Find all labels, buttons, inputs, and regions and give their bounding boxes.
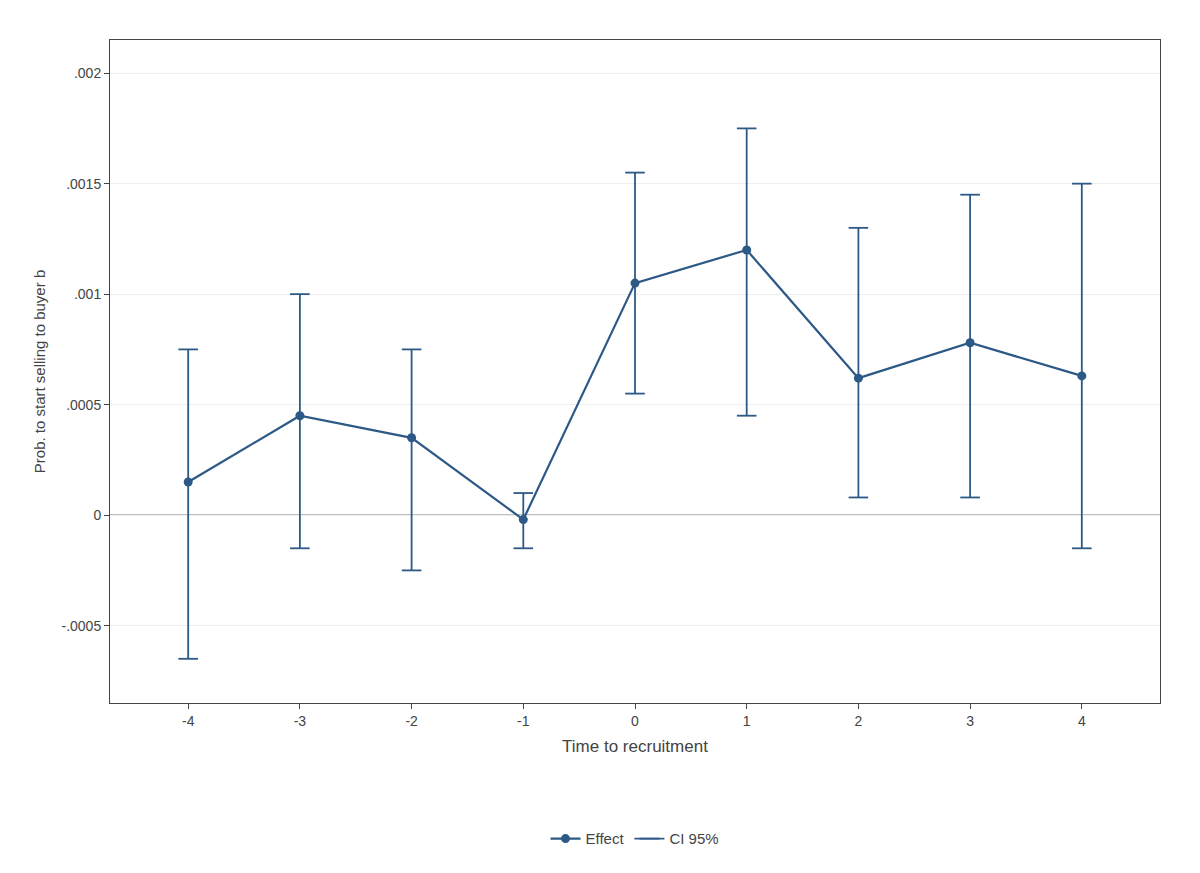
svg-text:0: 0 [631,713,639,729]
svg-text:.001: .001 [74,286,101,302]
svg-text:Prob. to start selling to buye: Prob. to start selling to buyer b [31,270,48,473]
svg-text:1: 1 [743,713,751,729]
svg-text:.0015: .0015 [66,176,101,192]
svg-text:.0005: .0005 [66,397,101,413]
svg-text:-2: -2 [405,713,418,729]
svg-text:CI 95%: CI 95% [669,830,718,847]
svg-text:-4: -4 [182,713,195,729]
svg-text:Time to recruitment: Time to recruitment [562,737,708,756]
svg-text:-1: -1 [517,713,530,729]
svg-text:3: 3 [966,713,974,729]
svg-text:4: 4 [1078,713,1086,729]
svg-text:-.0005: -.0005 [61,618,101,634]
svg-text:-3: -3 [294,713,307,729]
svg-text:.002: .002 [74,65,101,81]
svg-text:Effect: Effect [586,830,625,847]
svg-text:0: 0 [93,507,101,523]
svg-text:2: 2 [855,713,863,729]
